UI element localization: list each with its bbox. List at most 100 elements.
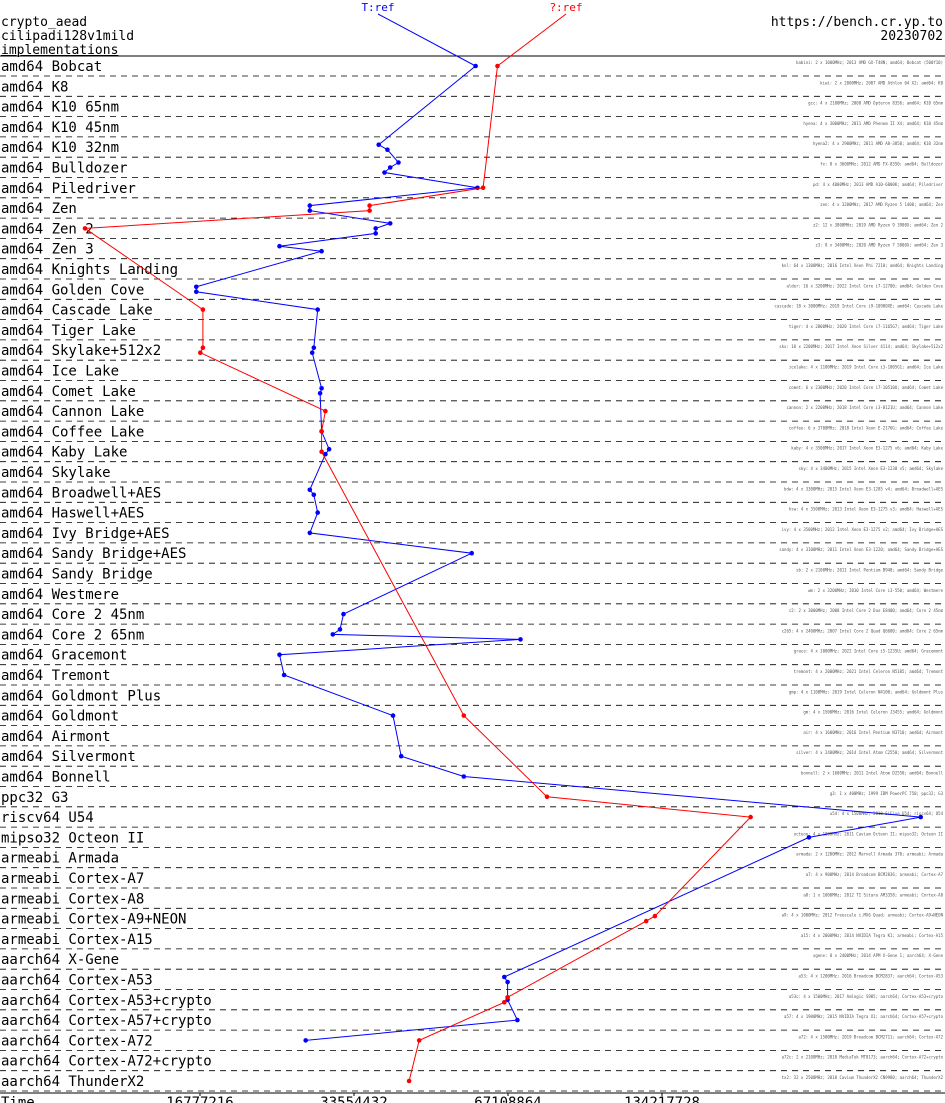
source-url[interactable]: https://bench.cr.yp.to (770, 15, 943, 30)
machine-description: tiger: 4 x 2800MHz; 2020 Intel Core i7-1… (789, 324, 944, 329)
series-label: T:ref (361, 1, 394, 14)
machine-description: cascade: 18 x 3000MHz; 2019 Intel Core i… (774, 304, 943, 309)
data-point (307, 487, 313, 493)
data-point (461, 713, 467, 718)
machine-description: air: 4 x 1600MHz; 2016 Intel Pentium N37… (803, 730, 943, 735)
data-point (307, 203, 313, 208)
x-tick-label: 33554432 (320, 1095, 387, 1103)
machine-description: gmp: 4 x 1100MHz; 2019 Intel Celeron N41… (789, 689, 944, 694)
data-point (387, 221, 393, 226)
data-point (505, 995, 510, 1000)
row-label: mipso32 Octeon II (1, 830, 144, 846)
data-point (480, 185, 486, 191)
data-point (326, 446, 332, 452)
data-point (544, 794, 550, 800)
data-point (319, 429, 324, 434)
row-label: amd64 Broadwell+AES (1, 485, 161, 501)
row-label: aarch64 ThunderX2 (1, 1074, 144, 1090)
row-label: amd64 K10 32nm (1, 140, 119, 156)
data-point (311, 492, 317, 498)
machine-description: a9: 4 x 1000MHz; 2012 Freescale i.MX6 Qu… (782, 913, 944, 918)
data-point (319, 386, 324, 391)
machine-description: tx2: 32 x 2500MHz; 2018 Cavium ThunderX2… (782, 1075, 944, 1080)
machine-description: a53: 4 x 1200MHz; 2016 Broadcom BCM2837;… (799, 974, 944, 979)
data-point (748, 814, 753, 820)
row-label: aarch64 Cortex-A53 (1, 973, 153, 989)
machine-description: armada: 2 x 1200MHz; 2012 Marvell Armada… (796, 852, 943, 857)
machine-description: knl: 64 x 1300MHz; 2016 Intel Xeon Phi 7… (782, 263, 944, 268)
machine-description: a72: 4 x 1500MHz; 2019 Broadcom BCM2711;… (799, 1034, 944, 1039)
machine-description: silver: 4 x 2400MHz; 2014 Intel Atom C25… (796, 750, 943, 755)
row-label: aarch64 Cortex-A72+crypto (1, 1054, 212, 1070)
row-label: armeabi Armada (1, 851, 119, 867)
machine-description: pd: 4 x 4000MHz; 2013 AMD A10-6800K; amd… (813, 182, 944, 187)
machine-description: cannon: 2 x 2200MHz; 2018 Intel Core i3-… (786, 405, 943, 410)
row-label: amd64 Ivy Bridge+AES (1, 526, 170, 542)
machine-description: a8: 1 x 1000MHz; 2012 TI Sitara AM3358; … (803, 892, 943, 897)
row-label: amd64 Goldmont (1, 709, 119, 725)
data-point (473, 63, 478, 69)
machine-description: xgene: 8 x 2400MHz; 2014 APM X-Gene 1; a… (813, 953, 944, 958)
machine-description: gm: 4 x 1500MHz; 2016 Intel Celeron J345… (803, 710, 943, 715)
data-point (319, 449, 324, 455)
row-label: amd64 Skylake+512x2 (1, 343, 161, 359)
machine-description: kabini: 2 x 1000MHz; 2013 AMD GX-T48N; a… (796, 60, 943, 65)
data-point (194, 289, 199, 295)
row-label: armeabi Cortex-A7 (1, 871, 144, 887)
row-label: amd64 Cannon Lake (1, 404, 144, 420)
row-label: amd64 Zen 2 (1, 221, 94, 237)
data-point (373, 226, 379, 231)
data-point (309, 350, 315, 356)
machine-description: hsw: 4 x 3500MHz; 2013 Intel Xeon E3-127… (789, 507, 944, 512)
data-point (387, 165, 393, 170)
title-line-1: crypto_aead (1, 15, 88, 30)
machine-description: sb: 2 x 2100MHz; 2011 Intel Pentium B940… (796, 568, 943, 573)
data-point (367, 208, 372, 213)
data-point (518, 637, 523, 642)
machine-description: skx: 10 x 2200MHz; 2017 Intel Xeon Silve… (779, 344, 943, 349)
data-point (277, 243, 282, 249)
title-line-2: cilipadi128v1mild (1, 29, 135, 44)
row-label: amd64 Haswell+AES (1, 506, 144, 522)
data-point (319, 248, 324, 254)
machine-description: zen: 4 x 3200MHz; 2017 AMD Ryzen 5 1400;… (820, 202, 943, 207)
machine-description: fx: 8 x 3600MHz; 2012 AMD FX-8350; amd64… (820, 162, 943, 167)
data-point (330, 632, 336, 637)
row-label: ppc32 G3 (1, 790, 68, 806)
machine-description: c2: 2 x 3000MHz; 2008 Intel Core 2 Duo E… (789, 608, 944, 613)
row-label: aarch64 Cortex-A53+crypto (1, 993, 212, 1009)
row-label: amd64 Airmont (1, 729, 111, 745)
row-label: amd64 Knights Landing (1, 262, 178, 278)
row-label: amd64 Goldmont Plus (1, 688, 161, 704)
x-tick-label: 67108864 (474, 1095, 541, 1103)
machine-description: grace: 4 x 1800MHz; 2022 Intel Core i5-1… (794, 649, 944, 654)
data-point (341, 611, 346, 617)
series-line (83, 65, 752, 1082)
data-point (382, 170, 387, 175)
data-point (200, 345, 206, 351)
row-label: amd64 Bonnell (1, 770, 111, 786)
row-label: amd64 K8 (1, 79, 68, 95)
row-label: amd64 Gracemont (1, 648, 127, 664)
data-point (315, 307, 321, 312)
machine-description: alder: 16 x 3200MHz; 2022 Intel Core i7-… (786, 283, 943, 288)
row-label: amd64 Coffee Lake (1, 424, 144, 440)
data-point (194, 284, 199, 290)
data-point (337, 627, 343, 632)
machine-description: tremont: 4 x 2000MHz; 2021 Intel Celeron… (794, 669, 944, 674)
machine-description: ivy: 4 x 3500MHz; 2012 Intel Xeon E3-127… (782, 527, 944, 532)
data-point (461, 774, 467, 779)
machine-description: sky: 4 x 3400MHz; 2015 Intel Xeon E3-123… (799, 466, 944, 471)
row-label: amd64 Tiger Lake (1, 323, 136, 339)
data-point (652, 913, 658, 919)
series-leader-line (377, 13, 476, 67)
machine-description: bdw: 4 x 3300MHz; 2015 Intel Xeon E3-128… (784, 486, 944, 491)
row-label: amd64 Core 2 45nm (1, 607, 144, 623)
row-label: amd64 Zen 3 (1, 242, 94, 258)
row-label: amd64 Core 2 65nm (1, 627, 144, 643)
data-point (200, 307, 206, 312)
machine-description: kiwi: 2 x 2000MHz; 2007 AMD Athlon 64 X2… (820, 80, 943, 85)
report-date: 20230702 (880, 29, 943, 44)
row-label: amd64 Westmere (1, 587, 119, 603)
